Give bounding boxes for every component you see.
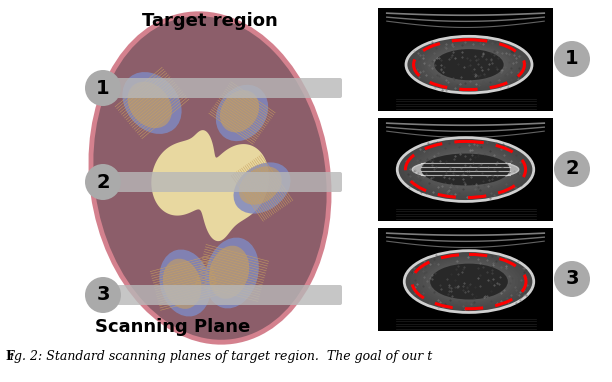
- Ellipse shape: [405, 251, 534, 312]
- Ellipse shape: [430, 47, 508, 82]
- Ellipse shape: [122, 72, 182, 134]
- Ellipse shape: [220, 90, 259, 133]
- Text: 2: 2: [96, 173, 110, 191]
- Ellipse shape: [159, 249, 211, 316]
- Text: Target region: Target region: [142, 12, 278, 30]
- Ellipse shape: [453, 58, 484, 71]
- Ellipse shape: [400, 139, 531, 200]
- Ellipse shape: [442, 52, 496, 77]
- Ellipse shape: [406, 36, 532, 93]
- Ellipse shape: [448, 55, 490, 74]
- Ellipse shape: [439, 51, 499, 78]
- Ellipse shape: [234, 162, 291, 214]
- Ellipse shape: [421, 43, 517, 86]
- Ellipse shape: [412, 39, 526, 90]
- Ellipse shape: [420, 148, 511, 191]
- Ellipse shape: [397, 138, 534, 201]
- Circle shape: [85, 164, 121, 200]
- Ellipse shape: [430, 264, 508, 299]
- Ellipse shape: [409, 38, 529, 92]
- Text: F: F: [5, 350, 14, 363]
- Circle shape: [85, 277, 121, 313]
- Ellipse shape: [421, 154, 510, 186]
- Bar: [378, 118, 553, 221]
- Ellipse shape: [408, 252, 531, 311]
- Circle shape: [554, 151, 590, 187]
- Ellipse shape: [91, 14, 329, 342]
- Ellipse shape: [239, 166, 282, 205]
- Ellipse shape: [410, 144, 521, 195]
- Ellipse shape: [424, 44, 514, 85]
- Ellipse shape: [436, 156, 495, 183]
- Ellipse shape: [216, 85, 268, 141]
- Text: 1: 1: [96, 78, 110, 97]
- Ellipse shape: [411, 254, 528, 309]
- Bar: [378, 228, 553, 331]
- Ellipse shape: [435, 49, 504, 80]
- Ellipse shape: [442, 159, 488, 180]
- Text: 2: 2: [565, 160, 579, 178]
- Ellipse shape: [435, 265, 503, 298]
- Ellipse shape: [407, 142, 524, 197]
- Ellipse shape: [414, 145, 518, 194]
- Ellipse shape: [452, 163, 479, 176]
- Text: 3: 3: [565, 269, 579, 288]
- Ellipse shape: [447, 271, 491, 292]
- Ellipse shape: [457, 59, 481, 70]
- Ellipse shape: [423, 259, 515, 304]
- Polygon shape: [151, 130, 269, 241]
- Ellipse shape: [163, 259, 201, 309]
- Ellipse shape: [446, 160, 485, 179]
- Ellipse shape: [444, 270, 494, 293]
- Ellipse shape: [417, 257, 521, 307]
- Ellipse shape: [418, 42, 520, 87]
- Ellipse shape: [426, 261, 512, 302]
- Ellipse shape: [433, 49, 505, 81]
- Bar: [378, 8, 553, 111]
- FancyBboxPatch shape: [93, 285, 342, 305]
- Ellipse shape: [453, 274, 485, 289]
- Text: ig. 2: Standard scanning planes of target region.  The goal of our t: ig. 2: Standard scanning planes of targe…: [10, 350, 432, 363]
- Text: 3: 3: [96, 285, 110, 304]
- Ellipse shape: [415, 40, 523, 89]
- Ellipse shape: [455, 165, 476, 174]
- Ellipse shape: [420, 258, 518, 305]
- Ellipse shape: [458, 166, 472, 173]
- FancyBboxPatch shape: [93, 78, 342, 98]
- FancyBboxPatch shape: [93, 172, 342, 192]
- Ellipse shape: [449, 162, 482, 177]
- Ellipse shape: [205, 238, 259, 308]
- Ellipse shape: [404, 141, 528, 198]
- Ellipse shape: [414, 255, 524, 308]
- Ellipse shape: [433, 154, 498, 185]
- Ellipse shape: [463, 278, 476, 285]
- Ellipse shape: [436, 50, 502, 79]
- Ellipse shape: [423, 150, 508, 189]
- Ellipse shape: [209, 246, 249, 299]
- Ellipse shape: [412, 160, 519, 179]
- Text: Scanning Plane: Scanning Plane: [95, 318, 250, 336]
- Ellipse shape: [432, 264, 506, 299]
- Ellipse shape: [460, 277, 479, 286]
- Ellipse shape: [463, 62, 476, 68]
- Ellipse shape: [417, 147, 514, 193]
- Ellipse shape: [445, 54, 493, 76]
- Circle shape: [554, 41, 590, 77]
- Text: 1: 1: [565, 50, 579, 68]
- Circle shape: [554, 261, 590, 297]
- Ellipse shape: [457, 275, 482, 288]
- Ellipse shape: [429, 262, 509, 301]
- Ellipse shape: [438, 267, 500, 296]
- Ellipse shape: [450, 273, 488, 290]
- Ellipse shape: [127, 82, 172, 128]
- Ellipse shape: [441, 268, 497, 295]
- Ellipse shape: [427, 46, 511, 84]
- Circle shape: [85, 70, 121, 106]
- Ellipse shape: [427, 151, 505, 188]
- Ellipse shape: [430, 153, 501, 186]
- Ellipse shape: [460, 60, 479, 69]
- Ellipse shape: [439, 157, 491, 182]
- Ellipse shape: [451, 57, 487, 73]
